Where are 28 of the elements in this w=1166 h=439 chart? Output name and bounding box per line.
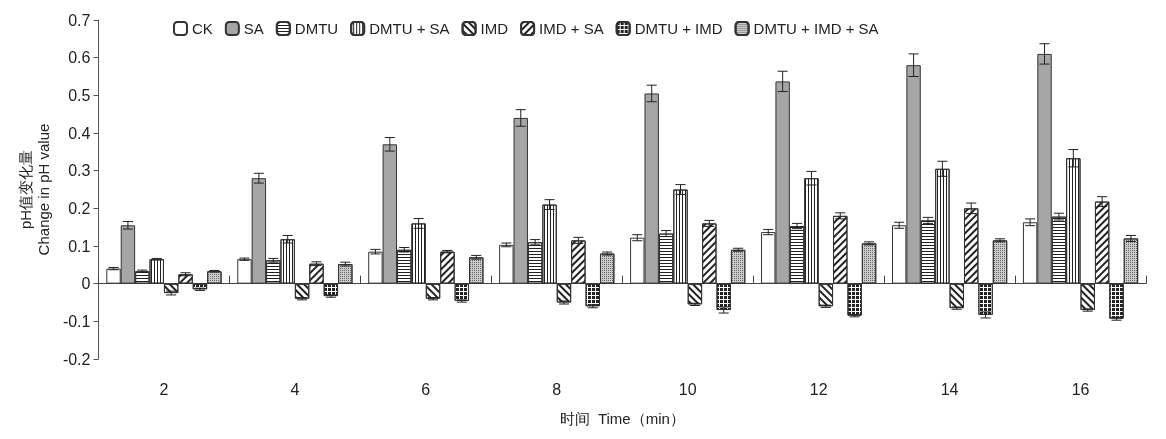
x-tick-label: 4	[290, 380, 300, 398]
x-tick-label: 2	[159, 380, 169, 398]
legend-label: CK	[192, 20, 213, 37]
legend-label: DMTU + IMD + SA	[753, 20, 879, 37]
y-tick-label: 0.1	[68, 237, 91, 255]
y-tick-label: 0.3	[68, 162, 91, 180]
y-tick-label: 0.4	[68, 124, 91, 142]
legend-label: DMTU + SA	[369, 20, 450, 37]
x-tick-label: 12	[809, 380, 828, 398]
y-tick-label: 0.5	[68, 86, 91, 104]
legend-label: IMD	[480, 20, 509, 37]
x-tick-label: 10	[678, 380, 697, 398]
y-tick-label: 0.7	[68, 11, 91, 29]
x-tick-label: 8	[552, 380, 562, 398]
legend-label: DMTU + IMD	[634, 20, 723, 37]
y-tick-label: -0.1	[62, 312, 91, 330]
y-axis-title: pH值变化量 Change in pH value	[16, 123, 52, 256]
x-tick-label: 14	[940, 380, 959, 398]
y-tick-label: -0.2	[62, 350, 91, 368]
legend-label: SA	[243, 20, 264, 37]
y-tick-label: 0.6	[68, 49, 91, 67]
legend-label: DMTU	[294, 20, 339, 37]
y-tick-label: 0	[81, 275, 91, 293]
legend-label: IMD + SA	[539, 20, 604, 37]
y-tick-label: 0.2	[68, 199, 91, 217]
x-axis-title: 时间 Time（min）	[559, 410, 685, 427]
x-tick-label: 6	[421, 380, 431, 398]
x-tick-label: 16	[1071, 380, 1090, 398]
